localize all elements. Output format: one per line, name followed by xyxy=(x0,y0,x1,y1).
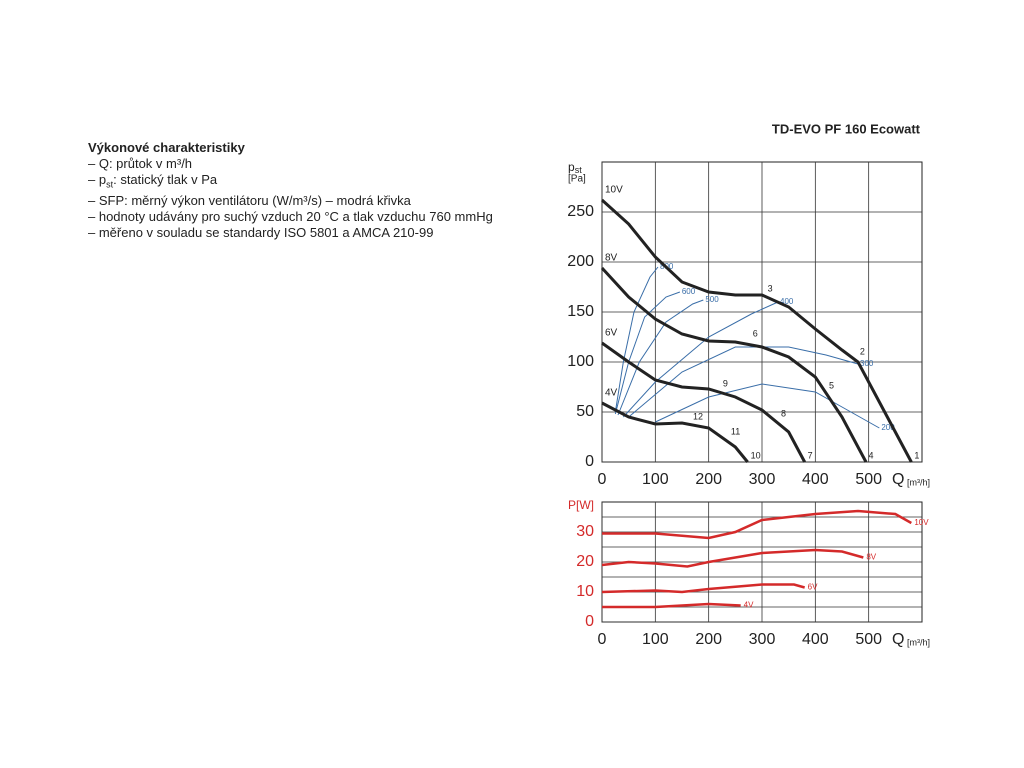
y-tick-label: 10 xyxy=(576,583,594,600)
point-label: 11 xyxy=(731,426,740,436)
point-label: 4 xyxy=(868,450,873,460)
series-label: 4V xyxy=(744,601,754,610)
curve xyxy=(601,583,806,594)
curve xyxy=(622,301,779,418)
y-tick-label: 20 xyxy=(576,553,594,570)
x-tick-label: 100 xyxy=(642,631,669,648)
sfp-label: 600 xyxy=(682,287,696,296)
sfp-label: 500 xyxy=(705,295,719,304)
x-tick-label: 500 xyxy=(855,631,882,648)
y-tick-label: 0 xyxy=(585,453,594,470)
curve xyxy=(614,266,659,413)
x-tick-label: 0 xyxy=(598,631,607,648)
y-axis-label-part: P[W] xyxy=(568,498,594,512)
y-axis-label-part: st xyxy=(575,165,583,175)
point-label: 2 xyxy=(860,346,865,356)
curve xyxy=(614,291,681,415)
x-tick-label: 400 xyxy=(802,631,829,648)
x-axis-unit: [m³/h] xyxy=(907,637,930,647)
x-tick-label: 100 xyxy=(642,471,669,488)
series-label: 6V xyxy=(808,583,818,592)
point-label: 5 xyxy=(829,380,834,390)
x-tick-label: 200 xyxy=(695,471,722,488)
x-axis-label: Q xyxy=(892,471,904,488)
text: st xyxy=(106,179,114,190)
point-label: 7 xyxy=(808,450,813,460)
curve xyxy=(602,509,912,540)
y-axis-unit: [Pa] xyxy=(568,174,586,185)
x-axis-label: Q xyxy=(892,631,904,648)
heading: Výkonové charakteristiky xyxy=(88,140,245,155)
y-tick-label: 50 xyxy=(576,403,594,420)
y-tick-label: 0 xyxy=(585,613,594,630)
curve xyxy=(600,266,868,463)
x-tick-label: 0 xyxy=(598,471,607,488)
text: – Q: průtok v m³/h xyxy=(88,156,193,171)
y-axis-label: P[W] xyxy=(568,498,594,512)
x-tick-label: 500 xyxy=(855,471,882,488)
y-tick-label: 250 xyxy=(567,203,594,220)
description-item: – SFP: měrný výkon ventilátoru (W/m³/s) … xyxy=(88,193,493,209)
point-label: 1 xyxy=(914,450,919,460)
text: : statický tlak v Pa xyxy=(113,172,218,187)
curve xyxy=(601,548,864,568)
series-label: 4V xyxy=(605,388,618,399)
y-tick-label: 200 xyxy=(567,253,594,270)
text: – hodnoty udávány pro suchý vzduch 20 °C… xyxy=(88,208,493,224)
chart-title: TD-EVO PF 160 Ecowatt xyxy=(772,121,921,136)
curve xyxy=(602,602,741,609)
x-tick-label: 200 xyxy=(695,631,722,648)
sfp-label: 400 xyxy=(780,297,794,306)
curve xyxy=(655,383,880,429)
curve xyxy=(617,299,704,416)
y-axis-label: pst xyxy=(568,160,582,175)
point-label: 8 xyxy=(781,408,786,418)
point-label: 12 xyxy=(693,411,703,421)
point-label: 3 xyxy=(768,283,773,293)
sfp-label: 200 xyxy=(881,423,895,432)
description-item: – Q: průtok v m³/h xyxy=(88,156,493,172)
description-item: – pst: statický tlak v Pa xyxy=(88,172,493,193)
series-label: 6V xyxy=(605,328,618,339)
curve xyxy=(601,341,806,463)
text: – p xyxy=(88,172,107,187)
point-label: 6 xyxy=(753,328,758,338)
x-tick-label: 400 xyxy=(802,471,829,488)
x-tick-label: 300 xyxy=(749,631,776,648)
y-tick-label: 100 xyxy=(567,353,594,370)
text: – SFP: měrný výkon ventilátoru (W/m³/s) … xyxy=(88,192,411,208)
y-tick-label: 30 xyxy=(576,523,594,540)
x-tick-label: 300 xyxy=(749,471,776,488)
curve xyxy=(600,198,913,463)
x-axis-unit: [m³/h] xyxy=(907,477,930,487)
description-item: – měřeno v souladu se standardy ISO 5801… xyxy=(88,225,493,241)
description-item: – hodnoty udávány pro suchý vzduch 20 °C… xyxy=(88,209,493,225)
sfp-label: 300 xyxy=(860,359,874,368)
curve xyxy=(601,401,749,463)
series-label: 8V xyxy=(605,253,618,264)
description: Výkonové charakteristiky – Q: průtok v m… xyxy=(88,140,493,241)
series-label: 8V xyxy=(866,553,876,562)
y-axis-label-part: p xyxy=(568,160,575,174)
series-label: 10V xyxy=(914,518,929,527)
point-label: 9 xyxy=(723,378,728,388)
y-tick-label: 150 xyxy=(567,303,594,320)
text: – měřeno v souladu se standardy ISO 5801… xyxy=(88,224,434,240)
series-label: 10V xyxy=(605,185,623,196)
point-label: 10 xyxy=(751,450,761,460)
